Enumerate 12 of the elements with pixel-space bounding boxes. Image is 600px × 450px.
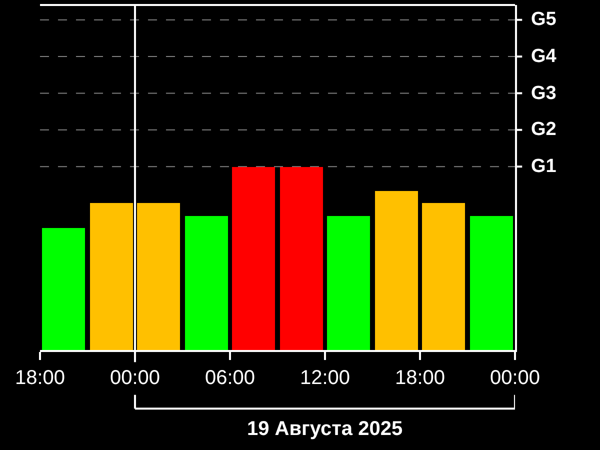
x-tick-label: 06:00 bbox=[204, 367, 256, 389]
ref-line-label: G5 bbox=[531, 9, 557, 30]
x-tick-label: 18:00 bbox=[394, 367, 446, 389]
x-tick-label: 12:00 bbox=[300, 367, 350, 389]
ref-line-label: G4 bbox=[531, 46, 557, 67]
ref-line-label: G3 bbox=[531, 83, 556, 104]
x-tick-label: 00:00 bbox=[490, 367, 540, 389]
ref-line-label: G2 bbox=[531, 119, 556, 140]
x-tick-label: 00:00 bbox=[110, 367, 160, 389]
ref-line-label: G1 bbox=[531, 156, 557, 177]
text: 19 Августа 2025 bbox=[247, 418, 403, 440]
x-tick-label: 18:00 bbox=[14, 367, 66, 389]
